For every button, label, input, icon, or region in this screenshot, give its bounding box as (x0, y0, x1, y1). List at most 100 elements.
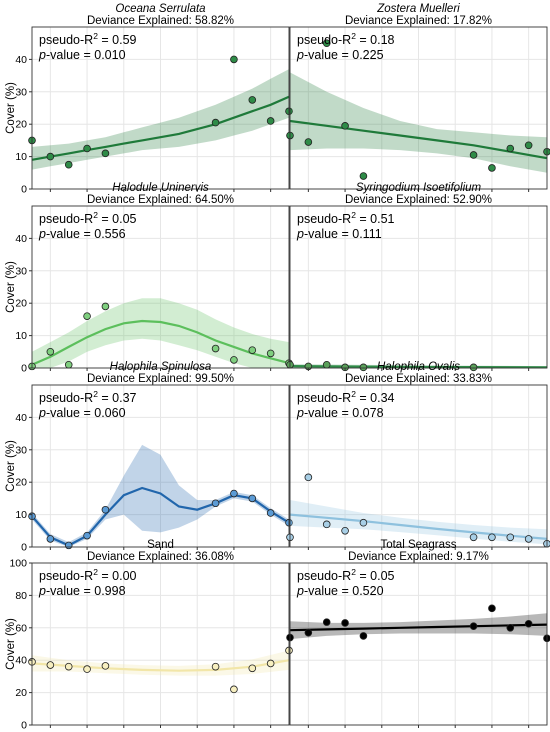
data-point (506, 533, 515, 542)
y-axis-label: Cover (%) (5, 261, 17, 313)
data-point (469, 533, 478, 542)
y-tick-label: 10 (15, 151, 27, 163)
p-value-label: p-value = 0.010 (38, 48, 126, 62)
data-point (230, 356, 238, 364)
p-value-label: p-value = 0.078 (296, 406, 384, 420)
x-tick-label: 2022 (480, 730, 504, 732)
data-point (524, 141, 533, 150)
y-tick-label: 20 (15, 298, 27, 310)
y-tick-label: 20 (15, 477, 27, 489)
data-point (101, 302, 110, 311)
panel-subtitle: Deviance Explained: 9.17% (348, 551, 489, 563)
data-point (101, 505, 110, 514)
y-axis-label: Cover (%) (5, 82, 17, 134)
p-value-label: p-value = 0.060 (38, 406, 126, 420)
data-point (230, 685, 238, 694)
confidence-band (290, 613, 547, 640)
data-point (64, 662, 73, 671)
panel-title: Zostera Muelleri (376, 3, 460, 15)
data-point (211, 662, 220, 671)
data-point (101, 662, 110, 670)
data-point (322, 39, 331, 47)
data-point (64, 160, 73, 169)
x-tick-label: 2014 (75, 730, 99, 732)
p-value-label: p-value = 0.520 (296, 584, 384, 598)
x-tick-label: 2018 (407, 730, 431, 732)
panel-subtitle: Deviance Explained: 36.08% (87, 551, 234, 563)
data-point (341, 526, 349, 535)
data-point (211, 344, 220, 353)
confidence-band (32, 444, 289, 547)
data-point (83, 665, 91, 673)
x-tick-label: 2022 (222, 730, 246, 732)
data-point (230, 55, 238, 64)
data-point (248, 664, 257, 673)
data-point (211, 499, 220, 508)
data-point (46, 152, 55, 161)
y-tick-label: 40 (15, 54, 27, 66)
data-point (304, 473, 313, 482)
panel-title: Total Seagrass (380, 539, 456, 551)
x-tick-label: 2024 (259, 730, 283, 732)
y-tick-label: 30 (15, 265, 27, 277)
panel-subtitle: Deviance Explained: 33.83% (345, 373, 492, 385)
r2-label: pseudo-R2 = 0.05 (297, 567, 395, 583)
panel-subtitle: Deviance Explained: 99.50% (87, 373, 234, 385)
data-point (322, 520, 331, 529)
data-point (248, 96, 257, 104)
data-point (83, 312, 91, 320)
y-tick-label: 0 (21, 720, 27, 732)
x-tick-label: 2014 (333, 730, 357, 732)
y-tick-label: 0 (21, 184, 27, 196)
y-tick-label: 40 (15, 233, 27, 245)
data-point (469, 151, 478, 159)
data-point (101, 149, 110, 158)
x-tick-label: 2018 (149, 730, 173, 732)
fit-line (289, 365, 548, 369)
y-tick-label: 0 (21, 363, 27, 375)
fit-line (31, 659, 290, 672)
r2-label: pseudo-R2 = 0.00 (39, 567, 137, 583)
data-point (304, 138, 313, 146)
r2-label: pseudo-R2 = 0.59 (39, 31, 137, 47)
x-tick-label: 2024 (517, 730, 541, 732)
data-point (488, 604, 496, 613)
fit-line (31, 319, 290, 366)
data-point (359, 518, 368, 527)
y-tick-label: 10 (15, 509, 27, 521)
panel-subtitle: Deviance Explained: 52.90% (345, 194, 492, 206)
r2-label: pseudo-R2 = 0.34 (297, 389, 395, 405)
data-point (359, 363, 368, 372)
r2-label: pseudo-R2 = 0.37 (39, 389, 137, 405)
data-point (64, 541, 73, 550)
panel-title: Halodule Uninervis (112, 182, 209, 194)
data-point (524, 535, 533, 543)
data-point (506, 623, 515, 632)
data-point (359, 172, 368, 180)
data-point (248, 494, 257, 503)
data-point (46, 661, 55, 669)
panel-title: Sand (147, 539, 174, 551)
data-point (506, 144, 515, 153)
p-value-label: p-value = 0.556 (38, 227, 126, 241)
data-point (211, 118, 220, 127)
panel-title: Halophila Spinulosa (110, 361, 212, 373)
y-axis-label: Cover (%) (5, 440, 17, 492)
confidence-band (32, 69, 289, 170)
y-tick-label: 20 (15, 119, 27, 131)
data-point (488, 533, 496, 542)
data-point (46, 535, 55, 543)
fit-line (289, 623, 548, 632)
panel-title: Oceana Serrulata (115, 3, 205, 15)
fit-line (289, 119, 548, 160)
data-point (266, 659, 275, 668)
data-point (64, 360, 73, 369)
